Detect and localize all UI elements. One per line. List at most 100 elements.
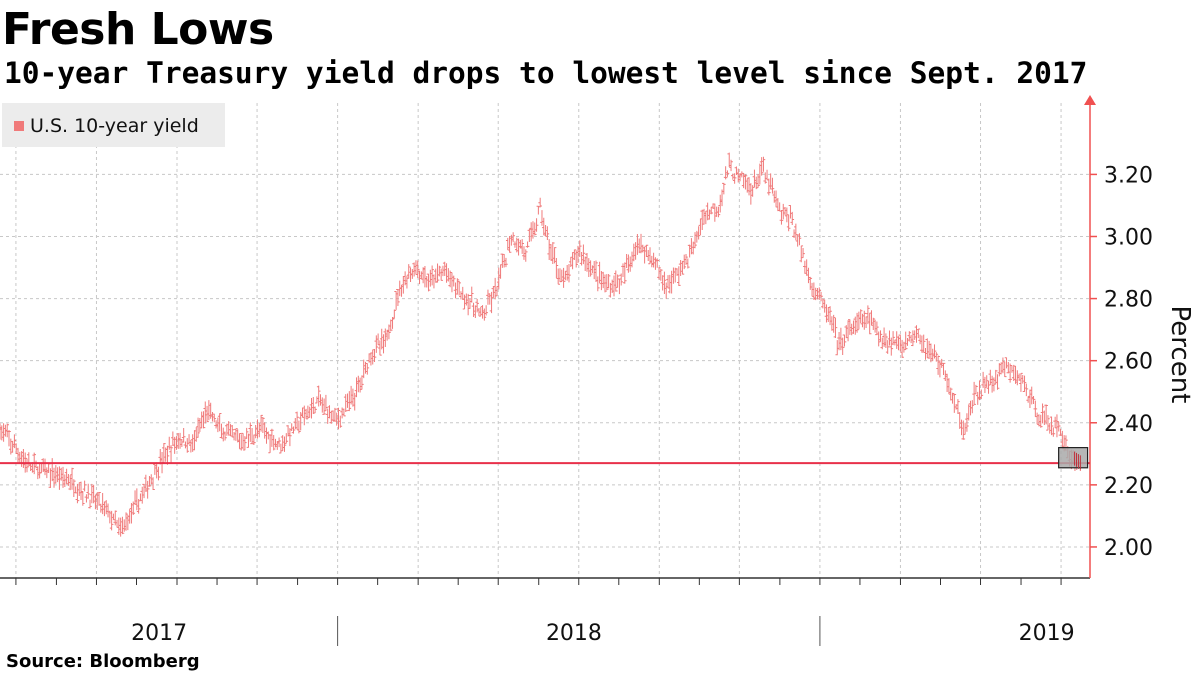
price-bar <box>99 503 103 513</box>
price-bar <box>603 274 607 293</box>
price-bar <box>677 266 681 286</box>
price-bar <box>21 449 26 468</box>
price-bar <box>365 362 370 375</box>
price-bar <box>297 420 301 434</box>
price-bar <box>637 238 642 254</box>
price-bar <box>536 205 541 215</box>
price-bar <box>376 333 380 346</box>
price-bar <box>473 305 478 319</box>
price-bar <box>262 422 267 439</box>
price-bar <box>835 340 840 356</box>
price-bar <box>686 258 690 269</box>
price-bar <box>792 229 796 238</box>
price-bar <box>540 210 544 226</box>
price-bar <box>412 262 416 277</box>
price-bar <box>1020 375 1025 384</box>
price-bar <box>880 337 885 350</box>
price-bar <box>956 399 960 415</box>
price-bar <box>765 169 769 181</box>
price-bar <box>547 239 551 261</box>
price-bar <box>586 258 591 278</box>
price-bar <box>201 411 206 429</box>
price-bar <box>727 152 732 167</box>
price-bar <box>100 492 105 515</box>
price-bar <box>815 287 820 300</box>
price-bar <box>286 425 290 437</box>
price-bar <box>331 410 335 422</box>
price-bar <box>477 307 481 317</box>
price-bar <box>948 387 953 401</box>
price-bar <box>232 431 236 441</box>
price-bar <box>552 247 557 264</box>
price-bar <box>974 384 978 395</box>
price-bar <box>189 439 193 453</box>
price-bar <box>824 304 829 323</box>
price-bar <box>936 355 940 375</box>
price-bar <box>460 286 465 301</box>
price-bar <box>745 178 750 193</box>
price-bar <box>729 159 733 172</box>
price-bar <box>333 407 337 421</box>
price-bar <box>768 173 773 190</box>
price-bar <box>858 309 863 324</box>
price-bar <box>957 412 962 429</box>
price-bar <box>147 476 152 487</box>
price-bar <box>162 443 166 464</box>
x-tick-label: 2018 <box>546 621 602 646</box>
price-bar <box>716 206 721 218</box>
x-tick-label: 2017 <box>131 621 187 646</box>
price-bar <box>718 194 723 213</box>
price-bar <box>486 289 490 305</box>
price-bar <box>851 320 856 334</box>
price-bar <box>72 479 76 497</box>
price-bar <box>257 422 262 438</box>
price-bar <box>577 240 582 258</box>
price-bar <box>650 255 654 268</box>
price-bar <box>842 334 847 347</box>
price-bar <box>498 264 503 279</box>
price-bar <box>10 440 15 453</box>
price-bar <box>241 432 245 450</box>
price-bar <box>698 218 703 235</box>
price-bar <box>990 375 994 393</box>
price-bar <box>541 217 546 236</box>
price-bar <box>722 182 726 195</box>
price-bar <box>320 397 325 413</box>
price-bar <box>860 313 865 328</box>
price-bar <box>360 375 364 390</box>
price-bar <box>612 275 616 297</box>
price-bar <box>563 271 568 281</box>
price-bar <box>932 344 937 359</box>
price-bar <box>595 276 600 292</box>
price-bar <box>588 260 593 277</box>
price-bar <box>696 226 701 240</box>
price-bar <box>927 340 931 359</box>
price-bar <box>770 177 775 194</box>
price-bar <box>275 441 280 450</box>
price-bar <box>961 420 966 440</box>
price-bar <box>884 333 888 349</box>
price-bar <box>41 458 46 473</box>
price-bar <box>468 298 472 309</box>
price-bar <box>725 170 730 177</box>
price-bar <box>1055 414 1059 438</box>
price-bar <box>457 280 461 296</box>
price-bar <box>145 480 150 499</box>
price-bar <box>938 360 942 378</box>
price-bar <box>668 274 672 294</box>
price-bar <box>819 291 823 302</box>
price-bar <box>700 209 705 230</box>
price-bar <box>875 321 879 336</box>
price-bar <box>396 289 400 306</box>
price-bar <box>907 331 912 342</box>
price-bar <box>597 261 602 284</box>
price-bar <box>64 468 69 485</box>
price-bar <box>1013 365 1018 384</box>
price-bar <box>1022 375 1027 392</box>
price-bar <box>581 244 586 265</box>
price-bar <box>250 428 254 445</box>
price-bar <box>653 257 658 270</box>
price-bar <box>165 445 170 465</box>
price-bar <box>442 261 447 277</box>
